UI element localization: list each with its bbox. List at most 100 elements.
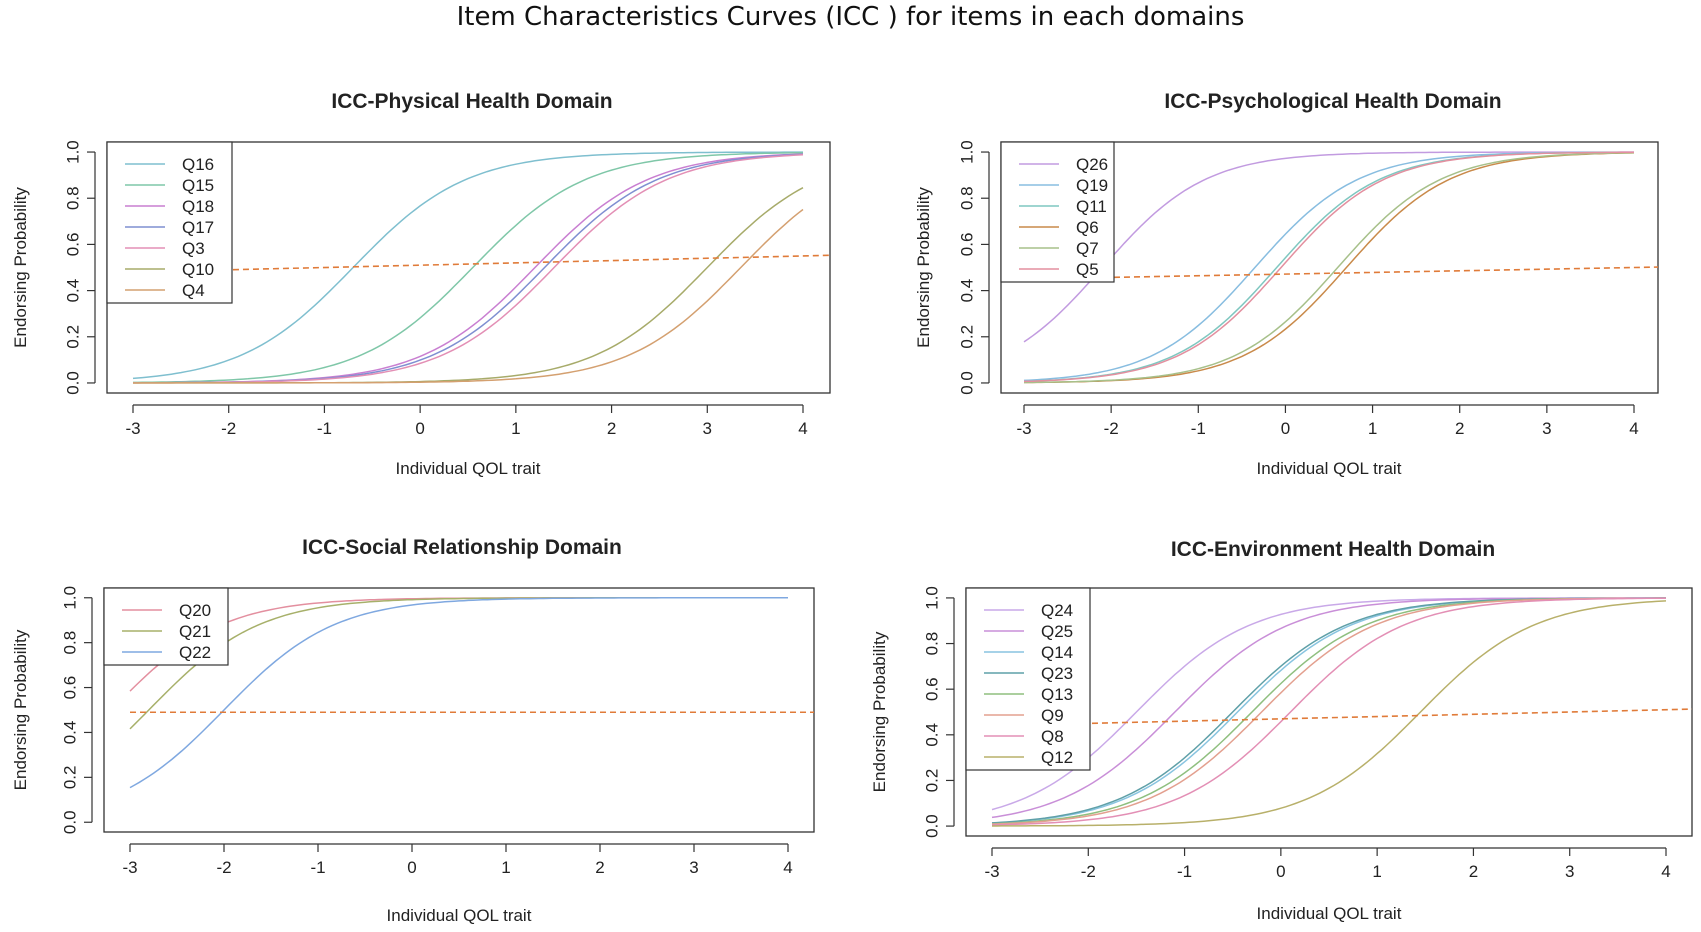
chart-title: ICC-Social Relationship Domain bbox=[302, 536, 622, 559]
reference-line bbox=[991, 708, 1692, 727]
legend: Q20 Q21 Q22 bbox=[103, 587, 229, 666]
legend-label: Q10 bbox=[182, 260, 214, 279]
curves-group bbox=[129, 597, 814, 789]
curves-group bbox=[132, 151, 830, 384]
series-line-q24 bbox=[991, 597, 1666, 811]
x-tick-label: 0 bbox=[1276, 862, 1285, 881]
y-tick-label: 0.4 bbox=[63, 279, 82, 303]
chart-panel-3: ICC-Social Relationship Domain -3 -2 -1 0 1 2 3… bbox=[11, 536, 815, 925]
legend-label: Q18 bbox=[182, 197, 214, 216]
x-tick-label: 1 bbox=[501, 858, 510, 877]
series-line-q22 bbox=[129, 597, 788, 789]
legend-label: Q8 bbox=[1041, 727, 1064, 746]
y-tick-label: 0.0 bbox=[957, 371, 976, 395]
x-tick-label: 4 bbox=[798, 419, 807, 438]
series-line-q21 bbox=[129, 597, 788, 730]
x-tick-label: 4 bbox=[1661, 862, 1670, 881]
chart-title: ICC-Psychological Health Domain bbox=[1164, 90, 1501, 113]
x-tick-label: 3 bbox=[703, 419, 712, 438]
y-tick-label: 0.8 bbox=[63, 186, 82, 210]
x-axis-label: Individual QOL trait bbox=[1257, 904, 1402, 923]
series-line-q5 bbox=[1023, 151, 1634, 383]
legend-label: Q21 bbox=[179, 622, 211, 641]
x-axis-label: Individual QOL trait bbox=[387, 906, 532, 925]
legend: Q24 Q25 Q14 Q23 Q13 Q9 Q8 Q12 bbox=[965, 587, 1091, 771]
series-line-q13 bbox=[991, 597, 1666, 825]
x-tick-label: 1 bbox=[511, 419, 520, 438]
x-tick-label: 0 bbox=[415, 419, 424, 438]
chart-title: ICC-Physical Health Domain bbox=[331, 90, 612, 113]
x-tick-label: -2 bbox=[221, 419, 236, 438]
legend-label: Q7 bbox=[1076, 239, 1099, 258]
x-tick-label: 3 bbox=[1565, 862, 1574, 881]
legend-label: Q17 bbox=[182, 218, 214, 237]
x-tick-label: 3 bbox=[1542, 419, 1551, 438]
legend-box bbox=[106, 141, 233, 304]
x-tick-label: 2 bbox=[595, 858, 604, 877]
y-tick-label: 0.8 bbox=[922, 632, 941, 656]
legend: Q16 Q15 Q18 Q17 Q3 Q10 Q4 bbox=[106, 141, 233, 304]
y-tick-label: 0.2 bbox=[922, 769, 941, 793]
y-tick-label: 0.4 bbox=[957, 279, 976, 303]
figure-title: Item Characteristics Curves (ICC ) for i… bbox=[456, 2, 1245, 32]
y-tick-label: 0.6 bbox=[63, 233, 82, 257]
legend-label: Q24 bbox=[1041, 601, 1073, 620]
x-tick-label: -2 bbox=[1081, 862, 1096, 881]
y-tick-label: 1.0 bbox=[63, 140, 82, 164]
series-line-q18 bbox=[133, 153, 804, 384]
series-line-q7 bbox=[1023, 152, 1634, 384]
x-axis-label: Individual QOL trait bbox=[1257, 459, 1402, 478]
x-tick-label: 0 bbox=[407, 858, 416, 877]
chart-panel-1: ICC-Physical Health Domain -3 -2 -1 0 1 2 3 4 Ind… bbox=[11, 90, 831, 478]
legend-box bbox=[1000, 141, 1115, 283]
y-tick-label: 0.2 bbox=[63, 325, 82, 349]
curves-group bbox=[1023, 151, 1658, 384]
y-axis-label: Endorsing Probability bbox=[870, 631, 889, 792]
y-tick-label: 0.2 bbox=[957, 325, 976, 349]
y-tick-label: 0.6 bbox=[957, 233, 976, 257]
y-tick-label: 0.0 bbox=[922, 814, 941, 838]
x-tick-label: -2 bbox=[216, 858, 231, 877]
x-tick-label: -3 bbox=[1016, 419, 1031, 438]
series-line-q14 bbox=[991, 597, 1666, 824]
series-line-q26 bbox=[1023, 151, 1634, 343]
x-tick-label: -1 bbox=[317, 419, 332, 438]
legend-label: Q4 bbox=[182, 281, 205, 300]
series-line-q6 bbox=[1024, 152, 1635, 384]
series-line-q19 bbox=[1023, 151, 1634, 382]
legend-label: Q12 bbox=[1041, 748, 1073, 767]
y-tick-label: 0.0 bbox=[60, 810, 79, 834]
legend-label: Q15 bbox=[182, 176, 214, 195]
series-line-q23 bbox=[991, 597, 1666, 824]
curves-group bbox=[991, 597, 1692, 827]
y-axis-label: Endorsing Probability bbox=[914, 187, 933, 348]
x-axis-label: Individual QOL trait bbox=[396, 459, 541, 478]
y-tick-label: 0.8 bbox=[957, 186, 976, 210]
chart-title: ICC-Environment Health Domain bbox=[1171, 538, 1495, 561]
legend-label: Q19 bbox=[1076, 176, 1108, 195]
x-tick-label: 2 bbox=[607, 419, 616, 438]
x-tick-label: 2 bbox=[1469, 862, 1478, 881]
y-tick-label: 0.6 bbox=[60, 676, 79, 700]
x-tick-label: -3 bbox=[984, 862, 999, 881]
legend-label: Q11 bbox=[1076, 197, 1107, 216]
legend-label: Q13 bbox=[1041, 685, 1073, 704]
legend-label: Q3 bbox=[182, 239, 205, 258]
x-tick-label: 1 bbox=[1368, 419, 1377, 438]
legend-label: Q9 bbox=[1041, 706, 1064, 725]
series-line-q4 bbox=[133, 208, 804, 384]
legend-label: Q14 bbox=[1041, 643, 1073, 662]
series-line-q12 bbox=[992, 600, 1667, 827]
x-tick-label: 3 bbox=[689, 858, 698, 877]
reference-line bbox=[1023, 266, 1658, 280]
x-tick-label: -1 bbox=[1191, 419, 1206, 438]
series-line-q17 bbox=[133, 153, 804, 384]
y-tick-label: 0.6 bbox=[922, 677, 941, 701]
x-tick-label: -1 bbox=[1177, 862, 1192, 881]
plot-frame bbox=[103, 587, 815, 833]
legend-box bbox=[965, 587, 1091, 771]
series-line-q15 bbox=[133, 151, 804, 384]
x-tick-label: -1 bbox=[310, 858, 325, 877]
y-tick-label: 1.0 bbox=[922, 586, 941, 610]
x-tick-label: 4 bbox=[1629, 419, 1638, 438]
